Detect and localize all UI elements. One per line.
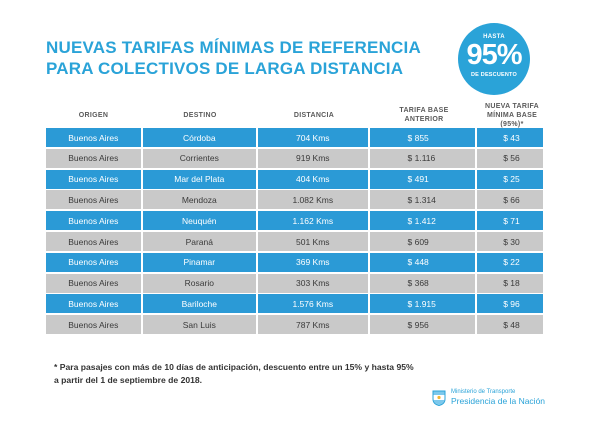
cell-origen: Buenos Aires: [46, 232, 141, 251]
cell-distancia: 303 Kms: [258, 273, 368, 293]
cell-tarifa-anterior: $ 956: [369, 315, 476, 335]
cell-origen: Buenos Aires: [46, 273, 141, 293]
cell-destino: Mendoza: [142, 190, 257, 210]
cell-distancia: 787 Kms: [258, 315, 368, 335]
cell-tarifa-anterior: $ 1.915: [369, 294, 476, 314]
cell-nueva-tarifa: $ 25: [477, 169, 544, 189]
cell-distancia: 1.576 Kms: [258, 294, 368, 314]
cell-destino: Pinamar: [142, 252, 257, 272]
badge-bottom-text: DE DESCUENTO: [471, 72, 517, 78]
cell-tarifa-anterior: $ 855: [369, 128, 476, 147]
cell-destino: Mar del Plata: [142, 169, 257, 189]
cell-nueva-tarifa: $ 22: [477, 252, 544, 272]
header-label: DESTINO: [183, 111, 217, 119]
header-label: DISTANCIA: [293, 111, 335, 119]
table-row: Buenos Aires Bariloche 1.576 Kms $ 1.915 $ 9…: [46, 294, 544, 314]
ministry-logo: Ministerio de Transporte Presidencia de …: [432, 389, 545, 406]
table-row: Buenos Aires Corrientes 919 Kms $ 1.116 $ 56: [46, 148, 544, 168]
table-row: Buenos Aires Neuquén 1.162 Kms $ 1.412 $ 71: [46, 211, 544, 231]
cell-destino: San Luis: [142, 315, 257, 335]
badge-value: 95%: [466, 39, 522, 71]
title-line-1: NUEVAS TARIFAS MÍNIMAS DE REFERENCIA: [46, 38, 421, 57]
table-row: Buenos Aires Rosario 303 Kms $ 368 $ 18: [46, 273, 544, 293]
cell-distancia: 704 Kms: [258, 128, 368, 147]
table-row: Buenos Aires Paraná 501 Kms $ 609 $ 30: [46, 232, 544, 251]
table-row: Buenos Aires Córdoba 704 Kms $ 855 $ 43: [46, 128, 544, 147]
cell-distancia: 404 Kms: [258, 169, 368, 189]
cell-destino: Córdoba: [142, 128, 257, 147]
cell-nueva-tarifa: $ 43: [477, 128, 544, 147]
cell-origen: Buenos Aires: [46, 315, 141, 335]
table-row: Buenos Aires San Luis 787 Kms $ 956 $ 48: [46, 315, 544, 335]
cell-destino: Paraná: [142, 232, 257, 251]
header-origen: ORIGEN: [46, 104, 141, 126]
cell-destino: Bariloche: [142, 294, 257, 314]
cell-tarifa-anterior: $ 1.116: [369, 148, 476, 168]
cell-tarifa-anterior: $ 1.412: [369, 211, 476, 231]
table-row: Buenos Aires Pinamar 369 Kms $ 448 $ 22: [46, 252, 544, 272]
badge-top-text: HASTA: [483, 34, 505, 40]
cell-tarifa-anterior: $ 1.314: [369, 190, 476, 210]
header-tarifa-anterior: TARIFA BASE ANTERIOR: [371, 104, 477, 126]
cell-nueva-tarifa: $ 96: [477, 294, 544, 314]
table-row: Buenos Aires Mendoza 1.082 Kms $ 1.314 $ 66: [46, 190, 544, 210]
cell-nueva-tarifa: $ 18: [477, 273, 544, 293]
page-title: NUEVAS TARIFAS MÍNIMAS DE REFERENCIA PAR…: [46, 37, 421, 79]
cell-origen: Buenos Aires: [46, 294, 141, 314]
cell-distancia: 919 Kms: [258, 148, 368, 168]
ministry-name: Ministerio de Transporte: [451, 389, 516, 395]
cell-origen: Buenos Aires: [46, 252, 141, 272]
cell-tarifa-anterior: $ 609: [369, 232, 476, 251]
cell-destino: Corrientes: [142, 148, 257, 168]
cell-origen: Buenos Aires: [46, 169, 141, 189]
footnote: * Para pasajes con más de 10 días de ant…: [54, 361, 414, 387]
header-nueva-tarifa: NUEVA TARIFA MÍNIMA BASE (95%)*: [479, 102, 545, 128]
cell-destino: Neuquén: [142, 211, 257, 231]
footnote-line-2: a partir del 1 de septiembre de 2018.: [54, 375, 203, 385]
title-line-2: PARA COLECTIVOS DE LARGA DISTANCIA: [46, 59, 404, 78]
argentina-shield-icon: [432, 390, 446, 406]
cell-destino: Rosario: [142, 273, 257, 293]
cell-tarifa-anterior: $ 491: [369, 169, 476, 189]
header-label: NUEVA TARIFA: [484, 102, 540, 110]
header-destino: DESTINO: [143, 104, 257, 126]
header-label: TARIFA BASE: [399, 107, 449, 114]
header-label-line-2: MÍNIMA BASE (95%)*: [486, 111, 538, 128]
cell-origen: Buenos Aires: [46, 211, 141, 231]
cell-nueva-tarifa: $ 66: [477, 190, 544, 210]
cell-nueva-tarifa: $ 48: [477, 315, 544, 335]
cell-nueva-tarifa: $ 56: [477, 148, 544, 168]
cell-nueva-tarifa: $ 71: [477, 211, 544, 231]
header-distancia: DISTANCIA: [259, 104, 369, 126]
header-label: ORIGEN: [78, 111, 109, 119]
cell-tarifa-anterior: $ 448: [369, 252, 476, 272]
cell-origen: Buenos Aires: [46, 190, 141, 210]
cell-distancia: 501 Kms: [258, 232, 368, 251]
cell-distancia: 369 Kms: [258, 252, 368, 272]
cell-origen: Buenos Aires: [46, 148, 141, 168]
footnote-line-1: * Para pasajes con más de 10 días de ant…: [54, 362, 414, 372]
discount-badge: HASTA 95% DE DESCUENTO: [458, 23, 530, 95]
cell-nueva-tarifa: $ 30: [477, 232, 544, 251]
table-row: Buenos Aires Mar del Plata 404 Kms $ 491 $ 2…: [46, 169, 544, 189]
header-label-line-2: ANTERIOR: [404, 116, 444, 123]
cell-tarifa-anterior: $ 368: [369, 273, 476, 293]
cell-distancia: 1.162 Kms: [258, 211, 368, 231]
cell-origen: Buenos Aires: [46, 128, 141, 147]
cell-distancia: 1.082 Kms: [258, 190, 368, 210]
presidency-name: Presidencia de la Nación: [451, 396, 546, 406]
